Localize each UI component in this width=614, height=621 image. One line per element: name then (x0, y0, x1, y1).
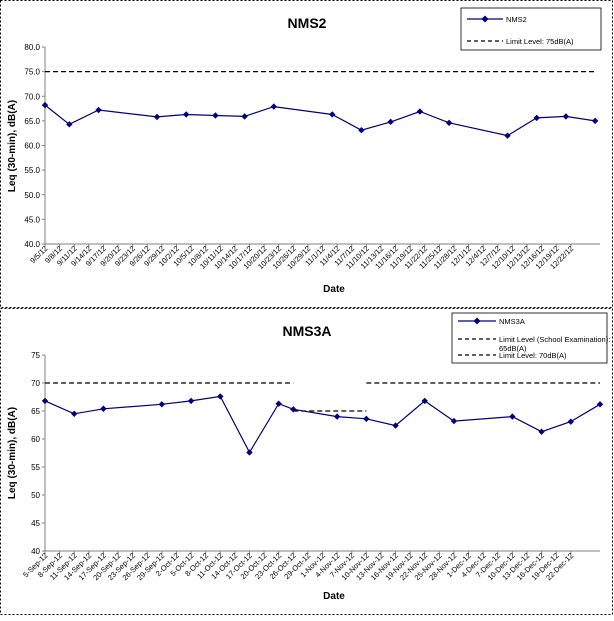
chart2-y-tick-label: 40 (31, 547, 40, 556)
chart1-data-point (270, 103, 278, 110)
chart1-data-point (95, 106, 102, 114)
chart2-y-tick-label: 55 (31, 463, 40, 472)
chart2-data-point (290, 406, 297, 413)
chart1-legend: NMS2 Limit Level: 75dB(A) (460, 7, 602, 51)
chart1-data-point (66, 121, 73, 128)
chart1-data-point (182, 111, 190, 118)
chart2-data-point (217, 393, 224, 400)
chart2-data-point (246, 449, 253, 456)
chart1-y-tick-label: 55.0 (24, 166, 40, 175)
chart2-y-tick-label: 65 (31, 407, 40, 416)
chart1-legend-limit-label: Limit Level: 75dB(A) (506, 37, 574, 46)
chart2-series-line (44, 395, 601, 454)
chart1-data-point (562, 113, 570, 120)
chart1-data-point (416, 108, 424, 115)
chart2-plot-area: 40455055606570755-Sep-128-Sep-1211-Sep-1… (21, 351, 604, 582)
chart2-title: NMS3A (282, 323, 331, 339)
chart2-legend-series-label: NMS3A (499, 317, 525, 326)
chart1-y-tick-label: 60.0 (24, 142, 40, 151)
chart2-data-point (333, 413, 341, 420)
chart1-data-point (329, 111, 336, 118)
chart2-legend: NMS3A Limit Level (School Examination): 6… (451, 312, 610, 364)
chart2-legend-limit1-line2: 65dB(A) (499, 344, 527, 353)
chart2-y-tick-label: 45 (31, 519, 40, 528)
chart2-legend-limit1-line1: Limit Level (School Examination): (499, 335, 610, 344)
chart1-y-tick-label: 75.0 (24, 68, 40, 77)
chart1-data-point (153, 113, 161, 121)
chart2-y-tick-label: 75 (31, 351, 40, 360)
chart1-y-tick-label: 40.0 (24, 240, 40, 249)
chart1-y-tick-label: 70.0 (24, 92, 40, 101)
chart2-legend-limit2-label: Limit Level: 70dB(A) (499, 351, 567, 360)
chart1-data-point (591, 117, 599, 125)
chart1-data-point (212, 112, 219, 119)
chart2-legend-limit1-label: Limit Level (School Examination): 65dB(A) (499, 335, 610, 353)
chart2-data-point (392, 422, 399, 429)
chart2-data-point (421, 397, 428, 405)
chart1-data-point (387, 118, 394, 126)
chart2-data-point (538, 428, 545, 435)
chart1-legend-box (460, 7, 602, 51)
chart2-data-point (363, 415, 370, 423)
chart2-data-point (100, 405, 107, 412)
chart2-y-tick-label: 70 (31, 379, 40, 388)
chart1-legend-marker (481, 15, 489, 23)
chart1-y-tick-label: 80.0 (24, 43, 40, 52)
chart1-data-point (445, 119, 453, 127)
chart2-data-point (158, 401, 166, 408)
chart2-data-point (567, 418, 574, 425)
chart1-y-tick-label: 45.0 (24, 215, 40, 224)
chart1-y-tick-label: 65.0 (24, 117, 40, 126)
chart2-data-point (450, 417, 458, 425)
chart1-data-point (358, 127, 365, 134)
chart1-xlabel: Date (323, 284, 345, 295)
chart2-data-point (187, 397, 195, 405)
chart1-data-point (504, 132, 511, 139)
chart2-y-tick-label: 60 (31, 435, 40, 444)
chart1-ylabel: Leq (30-min), dB(A) (7, 100, 18, 192)
chart1-title: NMS2 (288, 15, 327, 31)
chart2-data-point (41, 397, 49, 405)
chart2-data-point (71, 410, 78, 417)
chart2-data-point (275, 400, 282, 407)
chart2-xlabel: Date (323, 591, 345, 602)
chart1-border (0, 0, 613, 308)
chart1-data-point (241, 113, 248, 120)
chart2-y-tick-label: 50 (31, 491, 40, 500)
chart1-data-point (533, 114, 540, 122)
chart2-ylabel: Leq (30-min), dB(A) (7, 407, 18, 499)
chart2-legend-marker (473, 317, 481, 325)
chart2-data-point (596, 401, 604, 408)
chart1-y-tick-label: 50.0 (24, 191, 40, 200)
chart2-data-point (509, 413, 516, 420)
chart1-data-point (41, 101, 49, 109)
chart1-legend-series-label: NMS2 (506, 15, 527, 24)
